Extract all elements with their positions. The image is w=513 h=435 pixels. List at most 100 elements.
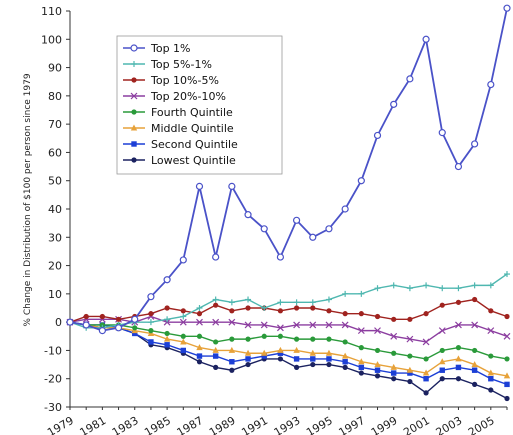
y-tick-label: 90 bbox=[48, 62, 62, 75]
series-top-1pct bbox=[66, 4, 511, 335]
data-point bbox=[114, 324, 123, 332]
data-point bbox=[147, 293, 155, 301]
data-point bbox=[229, 336, 235, 342]
data-point bbox=[374, 285, 381, 292]
y-tick-label: 70 bbox=[48, 118, 62, 131]
legend-label: Top 5%-1% bbox=[150, 58, 212, 71]
chart-legend: Top 1% Top 5%-1% Top 10%-5% Top 20%-10% Four… bbox=[116, 35, 283, 175]
data-point bbox=[276, 324, 284, 332]
data-point bbox=[488, 353, 494, 359]
data-point bbox=[228, 182, 236, 190]
data-point bbox=[213, 302, 219, 308]
data-point bbox=[455, 285, 462, 292]
data-point bbox=[99, 313, 105, 320]
data-point bbox=[180, 338, 187, 345]
series-middle-quintile bbox=[66, 318, 511, 379]
data-point bbox=[310, 336, 316, 342]
data-point bbox=[293, 356, 300, 362]
data-point bbox=[439, 302, 445, 308]
data-point bbox=[406, 366, 414, 373]
legend-marker bbox=[131, 77, 137, 83]
data-point bbox=[164, 342, 170, 348]
x-tick-label: 1979 bbox=[45, 414, 76, 435]
data-point bbox=[277, 350, 284, 356]
y-tick-label: 80 bbox=[48, 90, 62, 103]
data-point bbox=[212, 346, 219, 353]
y-tick-label: -10 bbox=[44, 344, 62, 357]
data-point bbox=[471, 140, 479, 148]
data-point bbox=[277, 299, 284, 306]
data-point bbox=[341, 205, 349, 213]
data-point bbox=[309, 299, 316, 306]
legend-marker bbox=[130, 44, 138, 52]
y-tick-label: 100 bbox=[41, 33, 62, 46]
data-point bbox=[131, 315, 139, 323]
data-point bbox=[358, 290, 365, 297]
series-line-lowest-quintile bbox=[69, 321, 508, 400]
data-point bbox=[406, 285, 413, 292]
y-tick-label: 110 bbox=[41, 5, 62, 18]
data-point bbox=[423, 390, 429, 396]
x-tick-label: 1983 bbox=[110, 414, 141, 435]
data-point bbox=[407, 353, 413, 359]
data-point bbox=[423, 376, 429, 382]
data-point bbox=[439, 358, 446, 365]
legend-box bbox=[116, 35, 283, 175]
data-point bbox=[439, 347, 445, 354]
data-point bbox=[471, 321, 479, 329]
data-point bbox=[180, 333, 186, 339]
y-tick-label: 40 bbox=[48, 203, 62, 216]
data-point bbox=[277, 333, 284, 339]
data-point bbox=[261, 353, 267, 359]
data-point bbox=[229, 359, 235, 365]
data-point bbox=[212, 296, 219, 303]
data-point bbox=[406, 335, 414, 343]
data-point bbox=[98, 327, 106, 335]
data-point bbox=[472, 347, 478, 354]
legend-item: Top 10%-5% bbox=[123, 74, 219, 87]
data-point bbox=[503, 332, 511, 340]
data-point bbox=[391, 316, 397, 322]
data-point bbox=[245, 305, 251, 311]
data-point bbox=[293, 336, 300, 342]
data-point bbox=[438, 327, 446, 335]
data-point bbox=[310, 305, 316, 311]
data-point bbox=[455, 345, 462, 351]
data-point bbox=[213, 339, 219, 345]
legend-item: Second Quintile bbox=[123, 138, 238, 151]
legend-label: Lowest Quintile bbox=[151, 154, 236, 167]
data-point bbox=[374, 327, 381, 335]
data-point bbox=[373, 131, 382, 140]
data-point bbox=[179, 318, 187, 326]
y-tick-label: 0 bbox=[55, 316, 62, 329]
data-point bbox=[261, 349, 268, 356]
legend-label: Fourth Quintile bbox=[151, 106, 233, 119]
data-point bbox=[455, 355, 462, 362]
data-point bbox=[455, 376, 462, 382]
data-point bbox=[292, 216, 301, 224]
legend-marker bbox=[130, 124, 138, 131]
data-point bbox=[342, 359, 348, 365]
data-point bbox=[390, 100, 398, 108]
data-point bbox=[390, 332, 398, 340]
legend-marker bbox=[131, 61, 137, 67]
data-point bbox=[391, 350, 397, 356]
data-point bbox=[83, 313, 89, 320]
legend-item: Top 5%-1% bbox=[123, 58, 212, 71]
data-point bbox=[244, 211, 252, 219]
series-fourth-quintile bbox=[67, 319, 510, 362]
data-point bbox=[180, 313, 187, 320]
series-line-top-5pct-1pct bbox=[69, 273, 508, 329]
data-point bbox=[164, 305, 170, 311]
data-point bbox=[342, 290, 349, 297]
data-point bbox=[504, 381, 510, 388]
y-tick-label: 10 bbox=[48, 288, 62, 301]
data-point bbox=[504, 356, 510, 362]
data-point bbox=[82, 321, 90, 329]
data-point bbox=[488, 376, 494, 382]
data-point bbox=[195, 182, 204, 190]
data-point bbox=[212, 318, 220, 326]
legend-item: Top 20%-10% bbox=[123, 90, 226, 103]
legend-label: Middle Quintile bbox=[151, 122, 234, 135]
data-point bbox=[326, 308, 332, 314]
